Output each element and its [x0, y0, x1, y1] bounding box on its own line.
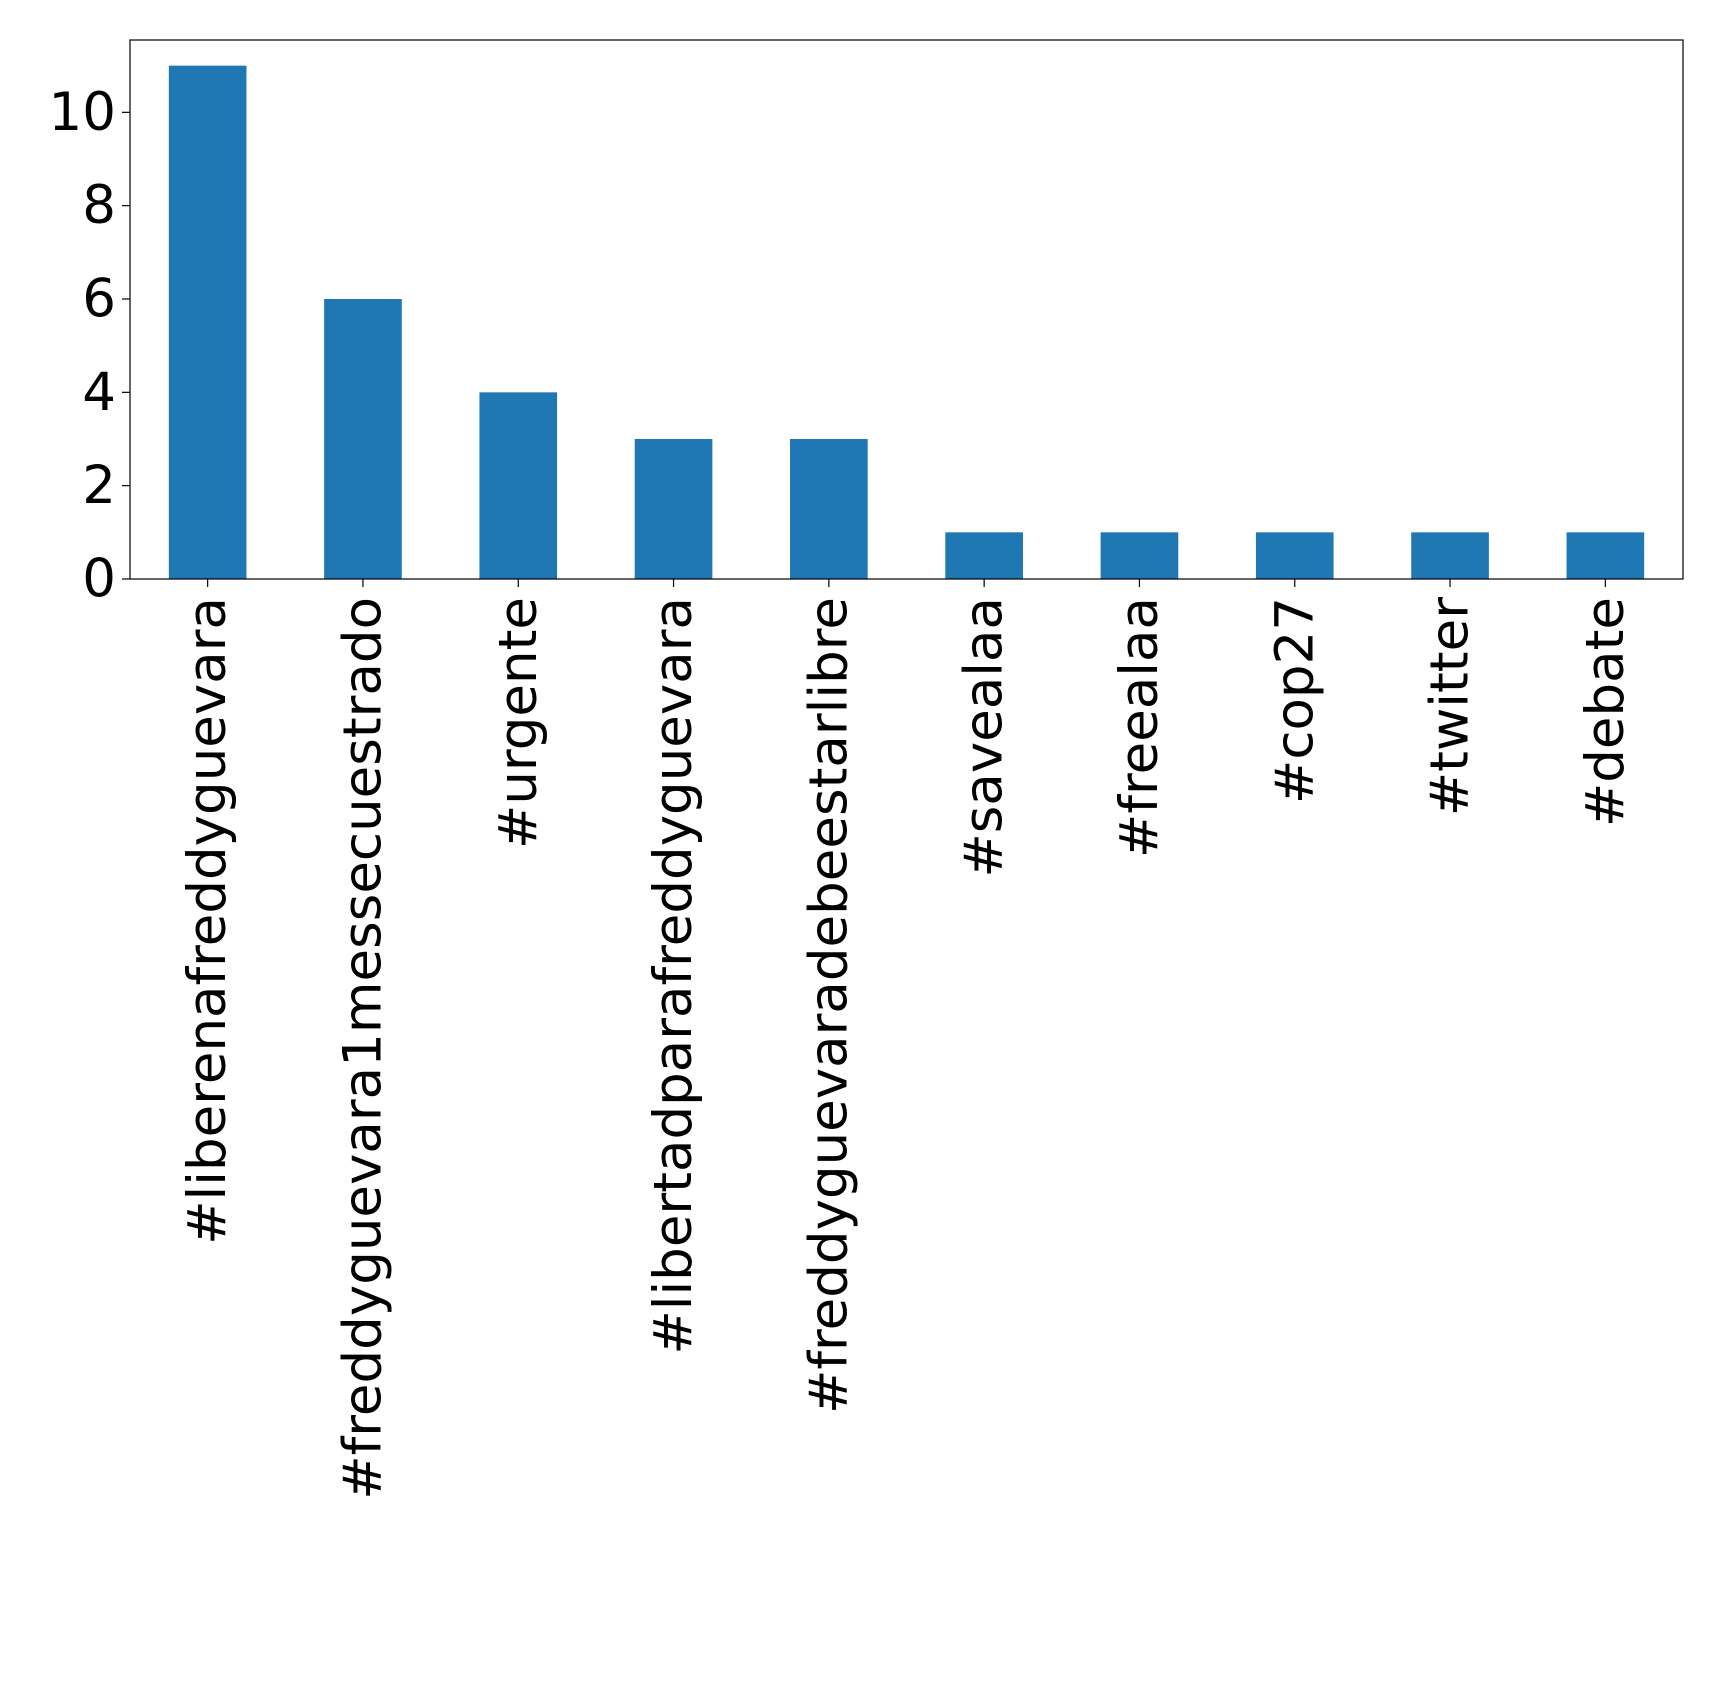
- x-tick-label-freddyguevara1messecuestrado: #freddyguevara1messecuestrado: [332, 597, 393, 1500]
- y-axis-ticks: 0 2 4 6 8 10: [49, 82, 130, 610]
- bar-savealaa: [945, 532, 1023, 579]
- y-tick-label-10: 10: [49, 82, 116, 143]
- bar-urgente: [479, 392, 558, 579]
- x-tick-label-cop27: #cop27: [1264, 597, 1325, 804]
- y-tick-label-4: 4: [82, 362, 116, 423]
- bar-liberenafreddyguevara: [168, 65, 247, 579]
- x-tick-label-liberenafreddyguevara: #liberenafreddyguevara: [177, 597, 238, 1245]
- x-tick-label-libertadparafreddyguevara: #libertadparafreddyguevara: [643, 597, 704, 1355]
- x-tick-label-savealaa: #savealaa: [954, 597, 1015, 878]
- bars-group: [168, 65, 1645, 579]
- y-tick-label-8: 8: [82, 175, 116, 236]
- x-tick-label-urgente: #urgente: [488, 597, 549, 849]
- y-tick-label-0: 0: [82, 549, 116, 610]
- bar-freddyguevaradebeestarlibre: [790, 439, 868, 579]
- y-tick-label-6: 6: [82, 269, 116, 330]
- bar-twitter: [1411, 532, 1489, 579]
- x-axis-ticks: #liberenafreddyguevara #freddyguevara1mes…: [177, 579, 1636, 1500]
- bar-debate: [1566, 532, 1645, 579]
- x-tick-label-debate: #debate: [1575, 597, 1636, 827]
- x-tick-label-freealaa: #freealaa: [1109, 597, 1170, 858]
- x-tick-label-twitter: #twitter: [1420, 597, 1481, 816]
- bar-freealaa: [1100, 532, 1179, 579]
- bar-freddyguevara1messecuestrado: [324, 299, 402, 579]
- x-tick-label-freddyguevaradebeestarlibre: #freddyguevaradebeestarlibre: [798, 597, 859, 1414]
- bar-cop27: [1255, 532, 1334, 579]
- y-tick-label-2: 2: [82, 455, 116, 516]
- plot-frame: [129, 39, 1684, 580]
- bar-libertadparafreddyguevara: [634, 439, 713, 579]
